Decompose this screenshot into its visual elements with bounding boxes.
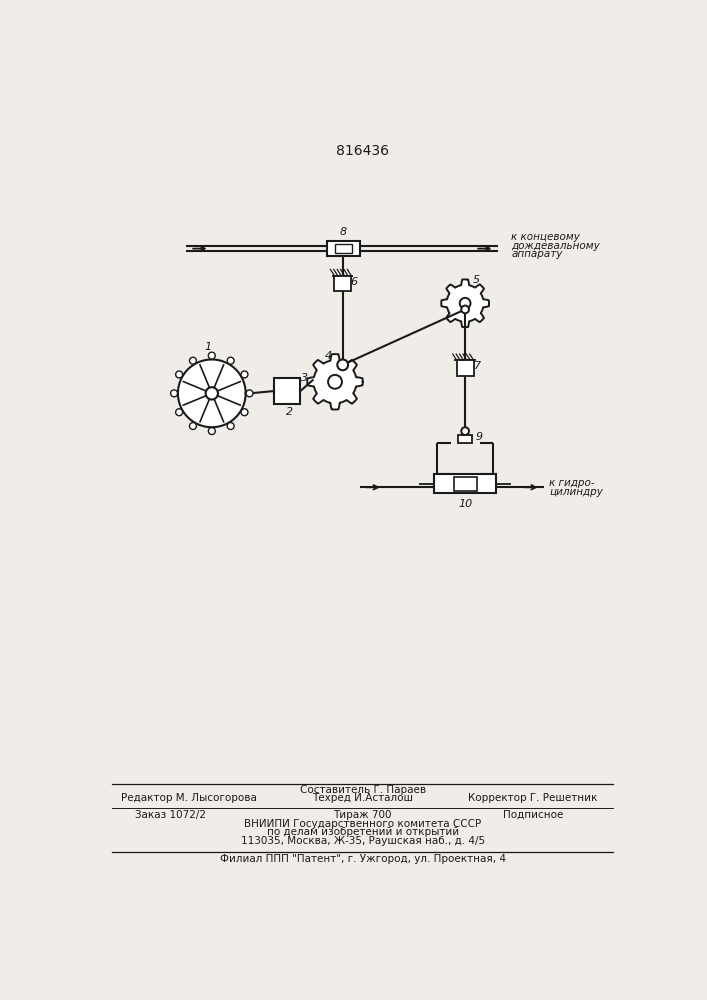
Circle shape xyxy=(461,427,469,435)
Text: 9: 9 xyxy=(476,432,483,442)
Text: 113035, Москва, Ж-35, Раушская наб., д. 4/5: 113035, Москва, Ж-35, Раушская наб., д. … xyxy=(240,836,485,846)
Circle shape xyxy=(337,359,348,370)
Text: к концевому: к концевому xyxy=(511,232,580,242)
Circle shape xyxy=(227,357,234,364)
Text: 10: 10 xyxy=(458,499,472,509)
Bar xyxy=(334,276,351,291)
Text: 1: 1 xyxy=(204,342,211,352)
Circle shape xyxy=(175,371,182,378)
Text: Техред И.Асталош: Техред И.Асталош xyxy=(312,793,413,803)
Circle shape xyxy=(241,371,248,378)
Bar xyxy=(335,244,352,253)
Bar xyxy=(434,474,496,493)
Text: Корректор Г. Решетник: Корректор Г. Решетник xyxy=(468,793,597,803)
Circle shape xyxy=(175,409,182,416)
Circle shape xyxy=(189,423,197,429)
Text: цилиндру: цилиндру xyxy=(549,487,603,497)
Text: Редактор М. Лысогорова: Редактор М. Лысогорова xyxy=(121,793,257,803)
Circle shape xyxy=(460,298,471,309)
Polygon shape xyxy=(308,354,363,410)
Circle shape xyxy=(461,306,469,313)
Bar xyxy=(458,435,472,443)
Text: к гидро-: к гидро- xyxy=(549,478,595,488)
Text: 4: 4 xyxy=(325,351,332,361)
Circle shape xyxy=(227,423,234,429)
Circle shape xyxy=(246,390,253,397)
Circle shape xyxy=(189,357,197,364)
Bar xyxy=(327,241,360,256)
Polygon shape xyxy=(178,359,246,427)
Text: Составитель Г. Параев: Составитель Г. Параев xyxy=(300,785,426,795)
Bar xyxy=(457,360,474,376)
Text: 2: 2 xyxy=(286,407,293,417)
Text: ВНИИПИ Государственного комитета СССР: ВНИИПИ Государственного комитета СССР xyxy=(244,819,481,829)
Circle shape xyxy=(209,428,215,435)
Text: 7: 7 xyxy=(474,361,481,371)
Text: 5: 5 xyxy=(473,275,480,285)
Text: 816436: 816436 xyxy=(337,144,390,158)
Text: 8: 8 xyxy=(340,227,347,237)
Text: дождевальному: дождевальному xyxy=(511,241,600,251)
Text: 3: 3 xyxy=(300,373,308,383)
Circle shape xyxy=(328,375,342,389)
Text: 6: 6 xyxy=(351,277,358,287)
Circle shape xyxy=(170,390,177,397)
Text: Тираж 700: Тираж 700 xyxy=(334,810,392,820)
Text: аппарату: аппарату xyxy=(511,249,563,259)
Circle shape xyxy=(209,352,215,359)
Circle shape xyxy=(241,409,248,416)
Bar xyxy=(454,477,477,491)
Text: Заказ 1072/2: Заказ 1072/2 xyxy=(136,810,206,820)
Circle shape xyxy=(206,387,218,400)
Text: по делам изобретений и открытий: по делам изобретений и открытий xyxy=(267,827,459,837)
Text: Филиал ППП "Патент", г. Ужгород, ул. Проектная, 4: Филиал ППП "Патент", г. Ужгород, ул. Про… xyxy=(220,854,506,864)
Polygon shape xyxy=(441,279,489,327)
Text: Подписное: Подписное xyxy=(503,810,563,820)
Bar xyxy=(274,378,300,404)
